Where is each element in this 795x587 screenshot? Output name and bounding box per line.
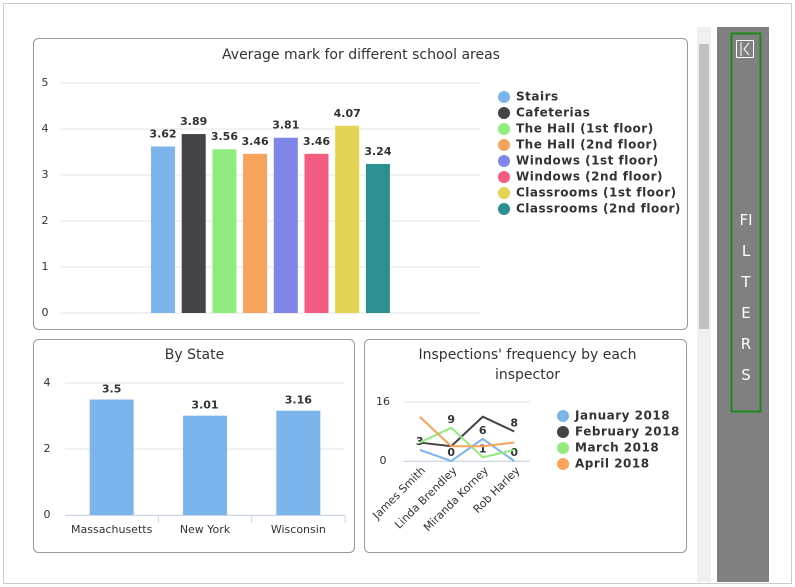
bar (304, 153, 329, 313)
bar (365, 163, 390, 313)
data-label: 3.56 (211, 130, 238, 143)
bar (89, 399, 134, 515)
legend-label: April 2018 (575, 457, 650, 471)
legend-label: Cafeterias (516, 106, 590, 120)
y-tick-label: 0 (42, 306, 49, 319)
y-tick-label: 0 (380, 454, 387, 467)
y-tick-label: 3 (42, 168, 49, 181)
data-label: 0 (447, 446, 455, 459)
line-series (419, 415, 515, 448)
legend-marker (557, 410, 569, 422)
data-label: 3 (416, 435, 424, 448)
data-label: 3.46 (242, 135, 269, 148)
legend-label: February 2018 (575, 425, 680, 439)
legend-label: Stairs (516, 90, 559, 104)
data-label: 3.24 (364, 145, 391, 158)
legend-label: Classrooms (2nd floor) (516, 202, 681, 216)
y-tick-label: 0 (44, 508, 51, 521)
bar (212, 149, 237, 313)
data-label: 3.16 (285, 394, 312, 407)
legend-label: March 2018 (575, 441, 659, 455)
legend-marker (498, 139, 510, 151)
y-tick-label: 4 (44, 376, 51, 389)
chart-title: Average mark for different school areas (222, 47, 500, 63)
bar (183, 415, 227, 515)
data-label: 0 (510, 446, 518, 459)
x-tick-label: Wisconsin (271, 523, 326, 536)
legend-marker (557, 458, 569, 470)
x-tick-label: New York (180, 523, 231, 536)
collapse-icon-glyph (740, 42, 750, 56)
legend-label: January 2018 (574, 409, 670, 423)
y-tick-label: 2 (42, 214, 49, 227)
y-tick-label: 2 (44, 442, 51, 455)
legend-marker (498, 187, 510, 199)
data-label: 3.62 (149, 127, 176, 140)
legend-marker (498, 107, 510, 119)
bar (335, 125, 360, 313)
collapse-icon[interactable] (736, 40, 754, 58)
panel (33, 38, 688, 330)
data-label: 9 (447, 413, 455, 426)
chart-title: Inspections' frequency by each inspector (418, 347, 637, 383)
legend-marker (498, 91, 510, 103)
bar (151, 146, 175, 313)
legend-label: The Hall (1st floor) (516, 122, 654, 136)
x-tick-label: Massachusetts (71, 523, 153, 536)
legend-marker (557, 426, 569, 438)
bar (243, 153, 268, 313)
filters-button[interactable] (730, 32, 762, 413)
filters-label[interactable]: FILTERS (739, 211, 753, 384)
data-label: 3.01 (191, 399, 218, 412)
legend-label: Windows (1st floor) (516, 154, 659, 168)
panel (364, 339, 687, 553)
line-series (419, 426, 515, 459)
legend-marker (498, 123, 510, 135)
data-label: 3.46 (303, 135, 330, 148)
chart-title: By State (164, 347, 225, 363)
y-tick-label: 4 (42, 122, 49, 135)
y-tick-label: 5 (42, 76, 49, 89)
line-series (419, 437, 515, 463)
legend-marker (498, 203, 510, 215)
bar (273, 137, 298, 313)
y-tick-label: 16 (376, 395, 390, 408)
data-label: 1 (479, 442, 487, 455)
bar (181, 134, 206, 313)
data-label: 6 (479, 424, 487, 437)
legend-label: The Hall (2nd floor) (516, 138, 658, 152)
line-series (419, 416, 515, 448)
data-label: 8 (510, 417, 518, 430)
data-label: 4.07 (334, 107, 361, 120)
bar (276, 410, 321, 515)
scrollbar-thumb[interactable] (699, 44, 709, 329)
legend-marker (557, 442, 569, 454)
y-tick-label: 1 (42, 260, 49, 273)
legend-marker (498, 171, 510, 183)
data-label: 3.89 (180, 115, 207, 128)
legend-label: Classrooms (1st floor) (516, 186, 677, 200)
legend-marker (498, 155, 510, 167)
legend-label: Windows (2nd floor) (516, 170, 663, 184)
data-label: 3.81 (272, 119, 299, 132)
data-label: 3.5 (102, 383, 122, 396)
